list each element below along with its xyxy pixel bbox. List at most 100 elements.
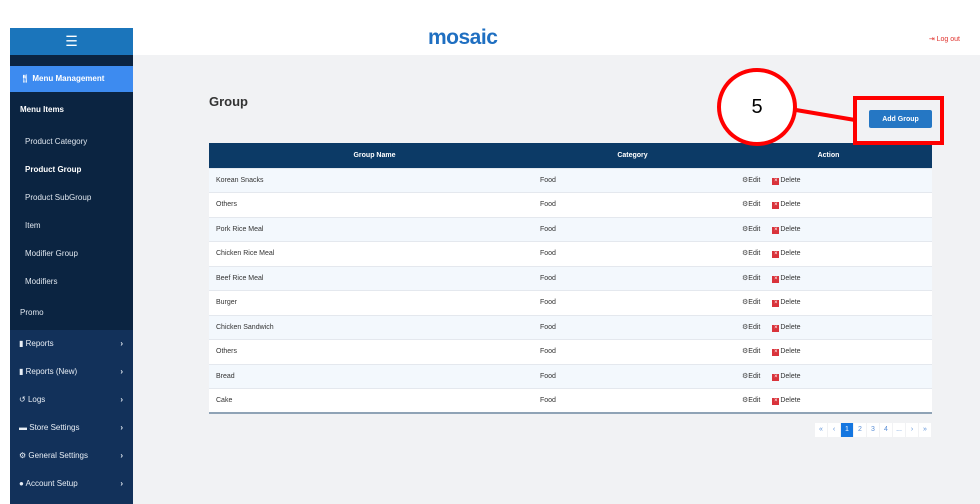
- pagination-item[interactable]: 4: [880, 423, 892, 437]
- action-cell: ⚙Edit × Delete: [725, 216, 932, 242]
- sidebar-item-account-setup[interactable]: ● Account Setup ›: [10, 470, 133, 498]
- delete-icon: ×: [772, 226, 780, 234]
- pagination-item[interactable]: ...: [893, 423, 905, 437]
- sidebar-menu-items[interactable]: Menu Items: [20, 105, 65, 114]
- utensils-icon: 🍴︎: [20, 74, 33, 83]
- pagination: «‹ 1 2 3 4... ›»: [815, 423, 931, 437]
- action-cell: ⚙Edit × Delete: [725, 339, 932, 364]
- gear-icon: ⚙: [742, 323, 749, 331]
- sidebar-item-modifiers[interactable]: Modifiers: [25, 277, 58, 286]
- delete-button[interactable]: × Delete: [772, 348, 801, 357]
- sidebar-item-general-settings[interactable]: ⚙ General Settings ›: [10, 442, 133, 470]
- sidebar-item-product-category[interactable]: Product Category: [25, 137, 88, 146]
- category-cell: Food: [540, 265, 725, 291]
- edit-button[interactable]: ⚙Edit: [742, 225, 761, 233]
- delete-icon: ×: [772, 202, 780, 210]
- group-name-cell: Pork Rice Meal: [209, 216, 540, 242]
- delete-button[interactable]: × Delete: [772, 274, 801, 283]
- edit-button[interactable]: ⚙Edit: [742, 250, 761, 258]
- delete-icon: ×: [772, 275, 780, 283]
- action-cell: ⚙Edit × Delete: [725, 290, 932, 315]
- delete-button[interactable]: × Delete: [772, 250, 801, 259]
- edit-button[interactable]: ⚙Edit: [742, 201, 761, 209]
- action-cell: ⚙Edit × Delete: [725, 388, 932, 414]
- edit-button[interactable]: ⚙Edit: [742, 274, 761, 282]
- history-icon: ↺: [19, 395, 28, 404]
- delete-button[interactable]: × Delete: [772, 225, 801, 234]
- sidebar-item-reports-new[interactable]: ▮ Reports (New) ›: [10, 358, 133, 386]
- pagination-item[interactable]: 1: [841, 423, 853, 437]
- table-row: Others Food ⚙Edit × Delete: [209, 192, 932, 217]
- category-cell: Food: [540, 192, 725, 217]
- table-row: Cake Food ⚙Edit × Delete: [209, 388, 932, 414]
- gear-icon: ⚙: [742, 176, 749, 184]
- group-name-cell: Korean Snacks: [209, 167, 540, 193]
- table-row: Chicken Sandwich Food ⚙Edit × Delete: [209, 314, 932, 340]
- group-name-cell: Others: [209, 339, 540, 364]
- pagination-item[interactable]: «: [815, 423, 827, 437]
- chevron-right-icon: ›: [120, 367, 123, 376]
- gear-icon: ⚙: [19, 451, 29, 460]
- gear-icon: ⚙: [742, 348, 749, 356]
- sidebar-item-menu-management[interactable]: 🍴︎ Menu Management: [10, 66, 133, 92]
- edit-button[interactable]: ⚙Edit: [742, 348, 761, 356]
- group-name-cell: Cake: [209, 388, 540, 414]
- sidebar-item-item[interactable]: Item: [25, 221, 41, 230]
- delete-button[interactable]: × Delete: [772, 323, 801, 332]
- table-row: Bread Food ⚙Edit × Delete: [209, 363, 932, 389]
- table-row: Burger Food ⚙Edit × Delete: [209, 290, 932, 315]
- category-cell: Food: [540, 363, 725, 389]
- table-row: Chicken Rice Meal Food ⚙Edit × Delete: [209, 241, 932, 266]
- chevron-right-icon: ›: [120, 395, 123, 404]
- user-icon: ●: [19, 479, 26, 488]
- table-row: Pork Rice Meal Food ⚙Edit × Delete: [209, 216, 932, 242]
- chevron-right-icon: ›: [120, 451, 123, 460]
- action-cell: ⚙Edit × Delete: [725, 167, 932, 193]
- action-cell: ⚙Edit × Delete: [725, 265, 932, 291]
- action-cell: ⚙Edit × Delete: [725, 314, 932, 340]
- edit-button[interactable]: ⚙Edit: [742, 397, 761, 404]
- column-header-category[interactable]: Category: [540, 143, 725, 168]
- gear-icon: ⚙: [742, 274, 749, 282]
- sidebar-item-reports[interactable]: ▮ Reports ›: [10, 330, 133, 358]
- sidebar-item-promo[interactable]: Promo: [20, 308, 44, 317]
- edit-button[interactable]: ⚙Edit: [742, 323, 761, 331]
- edit-button[interactable]: ⚙Edit: [742, 176, 761, 184]
- delete-icon: ×: [772, 398, 780, 405]
- sidebar-item-product-subgroup[interactable]: Product SubGroup: [25, 193, 92, 202]
- delete-button[interactable]: × Delete: [772, 372, 801, 381]
- delete-button[interactable]: × Delete: [772, 299, 801, 308]
- chevron-right-icon: ›: [120, 339, 123, 348]
- pagination-item[interactable]: ‹: [828, 423, 840, 437]
- group-name-cell: Burger: [209, 290, 540, 315]
- pagination-item[interactable]: 3: [867, 423, 879, 437]
- logout-link[interactable]: ⇥ Log out: [928, 36, 960, 43]
- group-name-cell: Chicken Rice Meal: [209, 241, 540, 266]
- pagination-item[interactable]: ›: [906, 423, 918, 437]
- gear-icon: ⚙: [742, 225, 749, 233]
- edit-button[interactable]: ⚙Edit: [742, 299, 761, 307]
- sidebar-item-store-settings[interactable]: ▬ Store Settings ›: [10, 414, 133, 442]
- delete-icon: ×: [772, 177, 780, 185]
- sidebar-item-product-group[interactable]: Product Group: [25, 165, 82, 174]
- sidebar-item-modifier-group[interactable]: Modifier Group: [25, 249, 78, 258]
- column-header-group-name[interactable]: Group Name: [209, 143, 540, 168]
- delete-button[interactable]: × Delete: [772, 201, 801, 210]
- action-cell: ⚙Edit × Delete: [725, 192, 932, 217]
- sidebar-item-logs[interactable]: ↺ Logs ›: [10, 386, 133, 414]
- gear-icon: ⚙: [742, 372, 749, 380]
- delete-icon: ×: [772, 349, 780, 357]
- gear-icon: ⚙: [742, 250, 749, 258]
- add-group-button[interactable]: Add Group: [869, 110, 932, 128]
- delete-button[interactable]: × Delete: [772, 176, 801, 185]
- edit-button[interactable]: ⚙Edit: [742, 372, 761, 380]
- file-icon: ▮: [19, 339, 26, 348]
- pagination-item[interactable]: »: [919, 423, 931, 437]
- category-cell: Food: [540, 339, 725, 364]
- delete-button[interactable]: × Delete: [772, 397, 801, 405]
- delete-icon: ×: [772, 251, 780, 259]
- pagination-item[interactable]: 2: [854, 423, 866, 437]
- group-table: Group Name Category Action Korean Snacks…: [209, 143, 932, 414]
- sidebar-toggle-list-icon[interactable]: ☰: [10, 28, 133, 55]
